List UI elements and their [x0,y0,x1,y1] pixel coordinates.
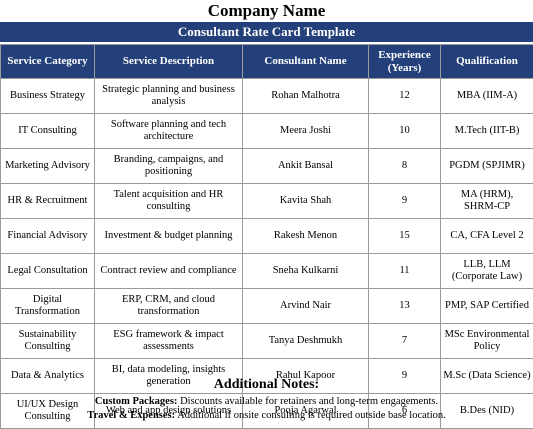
company-name: Company Name [0,0,533,22]
table-row: IT Consulting Software planning and tech… [1,114,533,149]
table-row: Legal Consultation Contract review and c… [1,254,533,289]
cell-consultant-name[interactable]: Rohan Malhotra [243,79,369,114]
header-consultant-name[interactable]: Consultant Name [243,45,369,79]
cell-service-category[interactable]: IT Consulting [1,114,95,149]
header-qualification[interactable]: Qualification [441,45,533,79]
note-label: Travel & Expenses: [87,410,175,421]
cell-consultant-name[interactable]: Meera Joshi [243,114,369,149]
header-experience[interactable]: Experience (Years) [369,45,441,79]
cell-consultant-name[interactable]: Sneha Kulkarni [243,254,369,289]
cell-service-category[interactable]: Sustainability Consulting [1,324,95,359]
cell-qualification[interactable]: M.Tech (IIT-B) [441,114,533,149]
cell-qualification[interactable]: MSc Environmental Policy [441,324,533,359]
table-row: Digital Transformation ERP, CRM, and clo… [1,289,533,324]
table-row: Business Strategy Strategic planning and… [1,79,533,114]
header-service-category[interactable]: Service Category [1,45,95,79]
cell-qualification[interactable]: PMP, SAP Certified [441,289,533,324]
rate-card-sheet: Company Name Consultant Rate Card Templa… [0,0,533,418]
cell-service-description[interactable]: ERP, CRM, and cloud transformation [95,289,243,324]
cell-experience[interactable]: 8 [369,149,441,184]
rate-card-table: Service Category Service Description Con… [0,44,533,429]
cell-consultant-name[interactable]: Rakesh Menon [243,219,369,254]
cell-service-category[interactable]: Digital Transformation [1,289,95,324]
cell-experience[interactable]: 9 [369,184,441,219]
table-row: Sustainability Consulting ESG framework … [1,324,533,359]
cell-service-description[interactable]: Branding, campaigns, and positioning [95,149,243,184]
table-header-row: Service Category Service Description Con… [1,45,533,79]
sheet-title-banner: Consultant Rate Card Template [0,22,533,42]
cell-service-description[interactable]: Software planning and tech architecture [95,114,243,149]
cell-qualification[interactable]: CA, CFA Level 2 [441,219,533,254]
cell-experience[interactable]: 10 [369,114,441,149]
cell-service-description[interactable]: Contract review and compliance [95,254,243,289]
cell-qualification[interactable]: MBA (IIM-A) [441,79,533,114]
cell-service-category[interactable]: Business Strategy [1,79,95,114]
cell-experience[interactable]: 13 [369,289,441,324]
table-row: Financial Advisory Investment & budget p… [1,219,533,254]
cell-service-description[interactable]: Investment & budget planning [95,219,243,254]
cell-consultant-name[interactable]: Tanya Deshmukh [243,324,369,359]
cell-service-description[interactable]: Talent acquisition and HR consulting [95,184,243,219]
cell-experience[interactable]: 12 [369,79,441,114]
note-text: Additional if onsite consulting is requi… [175,410,446,421]
cell-service-description[interactable]: Strategic planning and business analysis [95,79,243,114]
cell-consultant-name[interactable]: Arvind Nair [243,289,369,324]
cell-experience[interactable]: 7 [369,324,441,359]
cell-experience[interactable]: 15 [369,219,441,254]
cell-service-category[interactable]: HR & Recruitment [1,184,95,219]
cell-service-category[interactable]: Marketing Advisory [1,149,95,184]
header-service-description[interactable]: Service Description [95,45,243,79]
cell-service-category[interactable]: Financial Advisory [1,219,95,254]
note-travel-expenses: Travel & Expenses: Additional if onsite … [0,409,533,422]
note-text: Discounts available for retainers and lo… [177,396,438,407]
table-row: HR & Recruitment Talent acquisition and … [1,184,533,219]
additional-notes-title: Additional Notes: [0,376,533,394]
cell-consultant-name[interactable]: Kavita Shah [243,184,369,219]
cell-service-description[interactable]: ESG framework & impact assessments [95,324,243,359]
note-custom-packages: Custom Packages: Discounts available for… [0,395,533,408]
cell-service-category[interactable]: Legal Consultation [1,254,95,289]
cell-qualification[interactable]: PGDM (SPJIMR) [441,149,533,184]
note-label: Custom Packages: [95,396,178,407]
cell-experience[interactable]: 11 [369,254,441,289]
cell-consultant-name[interactable]: Ankit Bansal [243,149,369,184]
cell-qualification[interactable]: LLB, LLM (Corporate Law) [441,254,533,289]
cell-qualification[interactable]: MA (HRM), SHRM-CP [441,184,533,219]
table-row: Marketing Advisory Branding, campaigns, … [1,149,533,184]
